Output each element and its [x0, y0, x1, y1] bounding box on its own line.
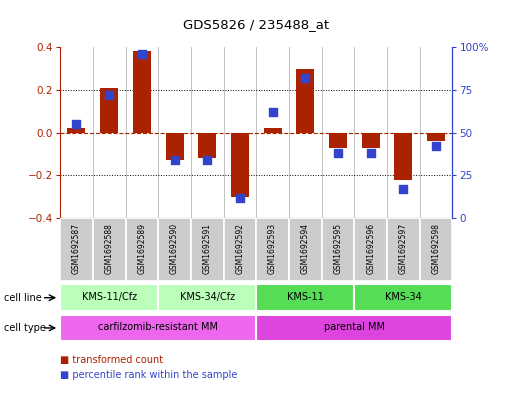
- Text: GSM1692594: GSM1692594: [301, 223, 310, 274]
- Text: carfilzomib-resistant MM: carfilzomib-resistant MM: [98, 322, 218, 332]
- Point: [399, 186, 407, 192]
- Point: [301, 75, 310, 81]
- Bar: [67, 129, 85, 133]
- Point: [203, 157, 211, 163]
- Bar: [329, 133, 347, 148]
- Text: GSM1692592: GSM1692592: [235, 223, 244, 274]
- Bar: [264, 129, 281, 133]
- Bar: [394, 133, 412, 180]
- Text: KMS-34/Cfz: KMS-34/Cfz: [180, 292, 235, 302]
- Point: [236, 195, 244, 201]
- Bar: [256, 218, 289, 281]
- Point: [170, 157, 179, 163]
- Point: [105, 92, 113, 98]
- Text: GSM1692597: GSM1692597: [399, 223, 408, 274]
- Bar: [419, 218, 452, 281]
- Bar: [100, 88, 118, 133]
- Bar: [256, 315, 452, 341]
- Bar: [158, 218, 191, 281]
- Text: KMS-34: KMS-34: [385, 292, 422, 302]
- Text: cell line: cell line: [4, 293, 42, 303]
- Bar: [355, 218, 387, 281]
- Text: GSM1692595: GSM1692595: [334, 223, 343, 274]
- Text: GSM1692596: GSM1692596: [366, 223, 375, 274]
- Bar: [60, 218, 93, 281]
- Bar: [191, 218, 224, 281]
- Bar: [60, 315, 256, 341]
- Bar: [166, 133, 184, 160]
- Point: [334, 150, 342, 156]
- Text: GSM1692589: GSM1692589: [138, 223, 146, 274]
- Point: [72, 121, 81, 127]
- Bar: [158, 285, 256, 311]
- Bar: [224, 218, 256, 281]
- Text: GSM1692593: GSM1692593: [268, 223, 277, 274]
- Bar: [322, 218, 355, 281]
- Bar: [387, 218, 419, 281]
- Text: KMS-11: KMS-11: [287, 292, 324, 302]
- Bar: [355, 285, 452, 311]
- Text: cell type: cell type: [4, 323, 46, 333]
- Point: [268, 109, 277, 115]
- Text: ■ transformed count: ■ transformed count: [60, 354, 163, 365]
- Bar: [126, 218, 158, 281]
- Text: KMS-11/Cfz: KMS-11/Cfz: [82, 292, 137, 302]
- Bar: [256, 285, 355, 311]
- Bar: [289, 218, 322, 281]
- Text: GSM1692587: GSM1692587: [72, 223, 81, 274]
- Bar: [133, 51, 151, 133]
- Bar: [297, 68, 314, 133]
- Bar: [362, 133, 380, 148]
- Text: ■ percentile rank within the sample: ■ percentile rank within the sample: [60, 370, 237, 380]
- Bar: [427, 133, 445, 141]
- Text: GSM1692598: GSM1692598: [431, 223, 440, 274]
- Text: GSM1692588: GSM1692588: [105, 223, 113, 274]
- Text: GDS5826 / 235488_at: GDS5826 / 235488_at: [183, 18, 329, 31]
- Text: GSM1692591: GSM1692591: [203, 223, 212, 274]
- Bar: [93, 218, 126, 281]
- Point: [432, 143, 440, 149]
- Point: [138, 51, 146, 57]
- Bar: [198, 133, 216, 158]
- Point: [367, 150, 375, 156]
- Bar: [60, 285, 158, 311]
- Bar: [231, 133, 249, 197]
- Text: GSM1692590: GSM1692590: [170, 223, 179, 274]
- Text: parental MM: parental MM: [324, 322, 385, 332]
